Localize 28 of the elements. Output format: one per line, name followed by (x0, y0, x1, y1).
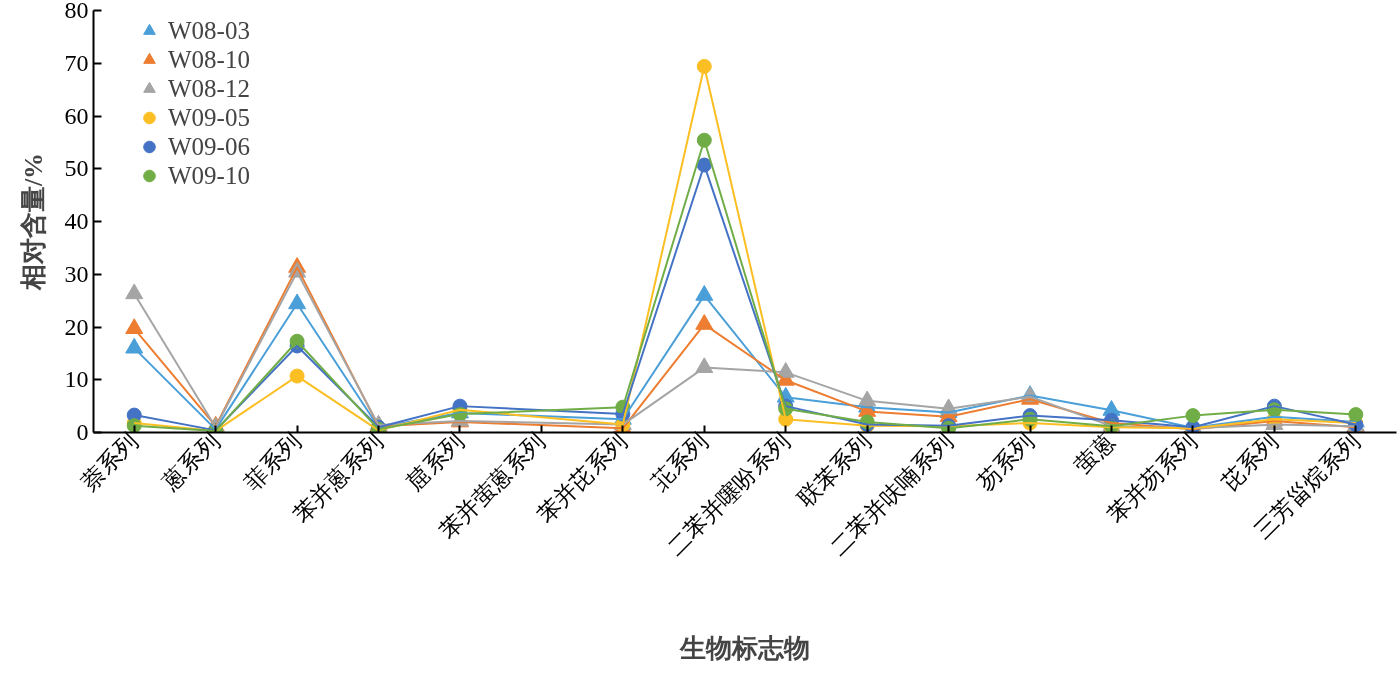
point (125, 337, 144, 354)
y-tick-label: 30 (64, 260, 89, 287)
point (125, 318, 144, 334)
point (125, 283, 144, 300)
point (1348, 407, 1364, 423)
y-tick-label: 50 (64, 155, 89, 182)
y-axis-title: 相对含量/% (18, 152, 48, 292)
y-tick-label: 60 (64, 102, 89, 129)
legend-label: W09-10 (168, 161, 250, 190)
y-tick-label: 40 (64, 208, 89, 234)
y-tick-label: 0 (76, 419, 89, 445)
x-tick-label: 萤蒽 (1070, 428, 1121, 479)
x-tick-label: 蒽系列 (158, 428, 225, 496)
legend-label: W08-10 (168, 45, 250, 74)
x-tick-label: 䓛系列 (402, 428, 469, 496)
x-tick-label: 苝系列 (646, 428, 714, 496)
x-tick-label: 芘系列 (1216, 428, 1284, 496)
legend-label: W08-12 (168, 74, 250, 103)
x-tick-label: 菲系列 (239, 428, 306, 496)
y-tick-label: 10 (64, 366, 89, 393)
y-tick-label: 70 (64, 49, 89, 76)
x-axis-title: 生物标志物 (679, 634, 810, 664)
legend-label: W09-05 (168, 103, 250, 132)
x-tick-label: 芴系列 (972, 428, 1039, 496)
legend-label: W09-06 (168, 132, 250, 161)
y-tick-label: 80 (64, 0, 89, 23)
legend-label: W08-03 (168, 16, 250, 45)
y-tick-label: 20 (64, 313, 89, 340)
